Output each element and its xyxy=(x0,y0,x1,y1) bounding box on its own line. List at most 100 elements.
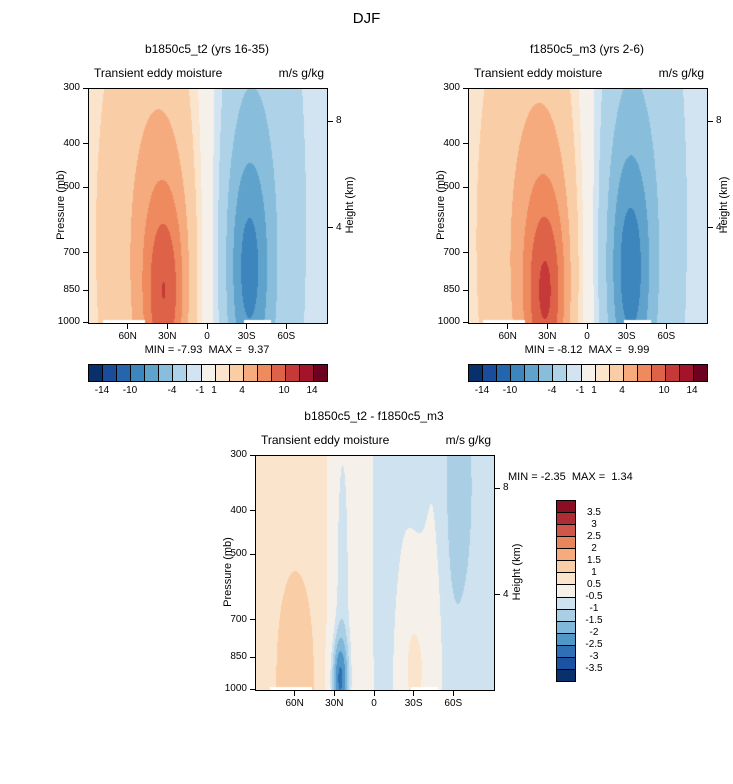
units-label: m/s g/kg xyxy=(278,66,324,80)
pressure-tick xyxy=(83,186,88,188)
colorbar-tick-label: -2.5 xyxy=(585,639,603,650)
latitude-tick-label: 60S xyxy=(277,331,296,342)
colorbar-tick-label: 10 xyxy=(658,385,670,396)
colorbar-cell xyxy=(557,597,575,610)
colorbar-cell xyxy=(557,525,575,538)
latitude-tick-label: 60N xyxy=(285,698,304,709)
colorbar-cell xyxy=(694,365,708,381)
colorbar-cell xyxy=(595,365,610,381)
colorbar-tick-label: 4 xyxy=(239,385,245,396)
colorbar-tick-label: 0.5 xyxy=(587,579,601,590)
colorbar-tick-label: -4 xyxy=(167,385,177,396)
pressure-tick-label: 850 xyxy=(443,284,460,296)
colorbar-tick-label: 1.5 xyxy=(587,555,601,566)
colorbar-cell xyxy=(651,365,666,381)
latitude-tick-label: 0 xyxy=(204,331,210,342)
latitude-tick-label: 30S xyxy=(617,331,636,342)
colorbar-cell xyxy=(557,645,575,658)
colorbar-tick-label: -3 xyxy=(589,651,599,662)
latitude-tick xyxy=(626,324,628,329)
colorbar-tick-label: -1 xyxy=(195,385,205,396)
pressure-tick xyxy=(463,252,468,254)
height-tick-label: 8 xyxy=(716,115,722,127)
colorbar-cell xyxy=(557,669,575,681)
colorbar-cell xyxy=(557,633,575,646)
colorbar-cell xyxy=(215,365,230,381)
latitude-tick xyxy=(333,691,335,696)
colorbar-tick-label: -1.5 xyxy=(585,615,603,626)
pressure-tick-label: 400 xyxy=(63,137,80,149)
panel-title: b1850c5_t2 (yrs 16-35) xyxy=(144,42,270,56)
colorbar-cell xyxy=(187,365,202,381)
latitude-tick xyxy=(246,324,248,329)
colorbar-cell xyxy=(557,549,575,562)
height-tick xyxy=(495,594,500,596)
colorbar-cell xyxy=(173,365,188,381)
units-label: m/s g/kg xyxy=(445,433,491,447)
pressure-tick-label: 300 xyxy=(230,449,247,460)
colorbar-tick-label: 1 xyxy=(591,385,597,396)
colorbar-cell xyxy=(117,365,132,381)
latitude-tick-label: 30S xyxy=(237,331,256,342)
colorbar-cell xyxy=(525,365,540,381)
colorbar-tick-label: 3 xyxy=(591,519,597,530)
colorbar-cell xyxy=(553,365,568,381)
colorbar-tick-label: 1 xyxy=(591,567,597,578)
colorbar-cell xyxy=(557,621,575,634)
latitude-tick xyxy=(546,324,548,329)
latitude-tick-label: 30N xyxy=(158,331,177,342)
pressure-tick-label: 400 xyxy=(443,137,460,149)
colorbar-cell xyxy=(314,365,328,381)
pressure-tick-label: 1000 xyxy=(57,316,80,327)
pressure-tick xyxy=(83,143,88,145)
colorbar-tick-label: -10 xyxy=(122,385,138,396)
pressure-tick xyxy=(250,510,255,512)
latitude-tick xyxy=(373,691,375,696)
latitude-tick-label: 60S xyxy=(444,698,463,709)
colorbar-tick-label: -14 xyxy=(474,385,490,396)
colorbar-cell xyxy=(201,365,216,381)
colorbar-cell xyxy=(557,561,575,574)
colorbar xyxy=(556,500,576,682)
colorbar-cell xyxy=(609,365,624,381)
height-tick xyxy=(328,120,333,122)
colorbar-cell xyxy=(511,365,526,381)
field-name-label: Transient eddy moisture xyxy=(474,66,603,80)
panel-title: f1850c5_m3 (yrs 2-6) xyxy=(529,42,645,56)
latitude-tick xyxy=(452,691,454,696)
colorbar-tick-label: -3.5 xyxy=(585,663,603,674)
colorbar-cell xyxy=(299,365,314,381)
colorbar-tick-label: -0.5 xyxy=(585,591,603,602)
colorbar-cell xyxy=(469,365,484,381)
field-name-label: Transient eddy moisture xyxy=(94,66,223,80)
panel-title: b1850c5_t2 - f1850c5_m3 xyxy=(304,409,444,423)
latitude-tick-label: 60N xyxy=(118,331,137,342)
pressure-tick xyxy=(83,252,88,254)
latitude-tick xyxy=(586,324,588,329)
colorbar-tick-label: 14 xyxy=(306,385,318,396)
pressure-tick-label: 500 xyxy=(63,181,80,193)
colorbar-cell xyxy=(665,365,680,381)
colorbar-cell xyxy=(539,365,554,381)
height-tick-label: 4 xyxy=(336,221,342,233)
latitude-tick xyxy=(413,691,415,696)
latitude-tick xyxy=(206,324,208,329)
pressure-tick-label: 300 xyxy=(63,82,80,93)
colorbar-cell xyxy=(557,657,575,670)
colorbar-cell xyxy=(623,365,638,381)
minmax-label: MIN = -7.93 MAX = 9.37 xyxy=(144,344,270,356)
contour-plot-canvas xyxy=(468,88,708,324)
height-tick-label: 8 xyxy=(503,482,509,494)
pressure-tick xyxy=(463,321,468,323)
pressure-tick xyxy=(250,454,255,456)
colorbar xyxy=(88,364,328,382)
height-tick xyxy=(708,120,713,122)
colorbar-cell xyxy=(159,365,174,381)
height-tick xyxy=(708,227,713,229)
colorbar-cell xyxy=(557,573,575,586)
pressure-tick-label: 1000 xyxy=(437,316,460,327)
height-tick-label: 4 xyxy=(503,588,509,600)
colorbar-tick-label: -4 xyxy=(547,385,557,396)
latitude-tick xyxy=(166,324,168,329)
